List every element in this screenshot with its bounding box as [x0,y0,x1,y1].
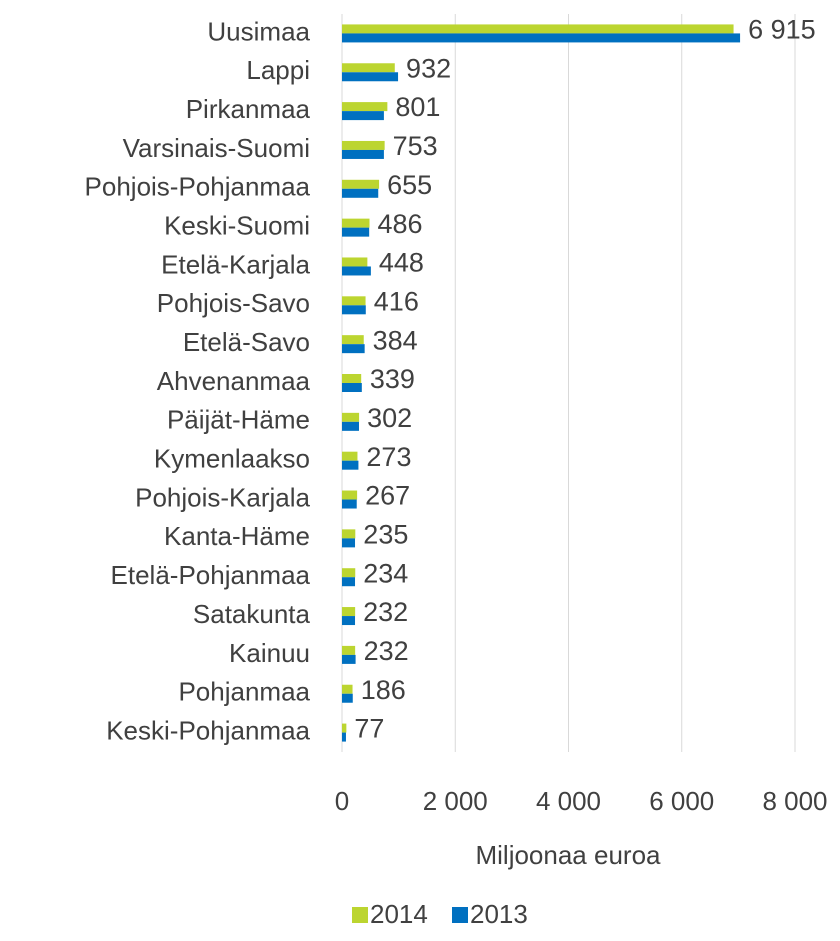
y-tick-label: Keski-Pohjanmaa [106,715,310,745]
x-tick-label: 6 000 [649,786,714,816]
data-label: 77 [354,714,384,744]
bar [342,374,362,383]
data-label: 932 [406,53,451,83]
bar [342,111,384,121]
y-tick-label: Päijät-Häme [167,405,310,435]
bar [342,577,356,587]
x-tick-label: 2 000 [423,786,488,816]
y-tick-label: Varsinais-Suomi [123,133,310,163]
data-label: 273 [366,442,411,472]
bar [342,188,379,198]
bar [342,72,399,82]
data-label: 6 915 [748,15,816,45]
bar [342,451,358,461]
legend-swatch [452,907,468,923]
data-label: 448 [379,248,424,278]
bar [342,412,360,422]
bar [342,63,395,73]
legend-label: 2013 [470,899,528,929]
y-tick-label: Pohjois-Karjala [135,482,310,512]
y-tick-label: Pirkanmaa [186,94,311,124]
bar [342,460,359,470]
bar [342,654,356,664]
bar [342,383,362,392]
data-label: 384 [373,325,418,355]
y-tick-label: Pohjanmaa [178,677,310,707]
bar [342,227,370,237]
y-tick-label: Ahvenanmaa [157,366,311,396]
bar [342,684,353,694]
y-tick-label: Lappi [246,55,310,85]
y-tick-label: Kymenlaakso [154,444,310,474]
bar [342,723,347,733]
data-label: 801 [395,92,440,122]
bar [342,538,356,548]
bar [342,140,385,150]
bar [342,344,365,354]
data-label: 235 [363,519,408,549]
bar [342,421,359,431]
legend-label: 2014 [370,899,428,929]
data-label: 232 [363,597,408,627]
bar [342,218,370,228]
data-label: 302 [367,403,412,433]
x-tick-label: 0 [335,786,349,816]
data-label: 753 [393,131,438,161]
y-tick-label: Keski-Suomi [164,211,310,241]
y-tick-label: Kanta-Häme [164,521,310,551]
y-tick-label: Pohjois-Pohjanmaa [85,172,311,202]
y-tick-label: Kainuu [229,638,310,668]
data-label: 339 [370,364,415,394]
bar [342,305,366,315]
data-label: 655 [387,170,432,200]
bar [342,102,388,112]
bar [342,266,371,276]
bar [342,335,364,345]
bar [342,732,346,742]
bar [342,257,368,267]
bar [342,568,356,578]
bar [342,149,384,159]
x-axis-title: Miljoonaa euroa [475,840,661,870]
bar [342,529,356,539]
bar [342,607,356,617]
data-label: 186 [361,675,406,705]
y-tick-label: Etelä-Karjala [161,249,310,279]
bar [342,645,356,655]
y-tick-label: Etelä-Pohjanmaa [111,560,311,590]
x-tick-label: 8 000 [762,786,827,816]
legend-swatch [352,907,368,923]
data-label: 416 [374,286,419,316]
bar [342,24,734,34]
bar [342,33,741,43]
y-tick-label: Satakunta [193,599,311,629]
data-label: 486 [378,209,423,239]
y-tick-label: Etelä-Savo [183,327,310,357]
data-label: 234 [363,558,408,588]
bar [342,499,357,509]
bar [342,296,366,306]
y-tick-label: Pohjois-Savo [157,288,310,318]
bar [342,616,356,626]
bar [342,490,358,500]
data-label: 232 [364,636,409,666]
bar [342,179,380,189]
x-tick-label: 4 000 [536,786,601,816]
data-label: 267 [365,481,410,511]
bar [342,693,353,703]
y-tick-label: Uusimaa [207,16,310,46]
